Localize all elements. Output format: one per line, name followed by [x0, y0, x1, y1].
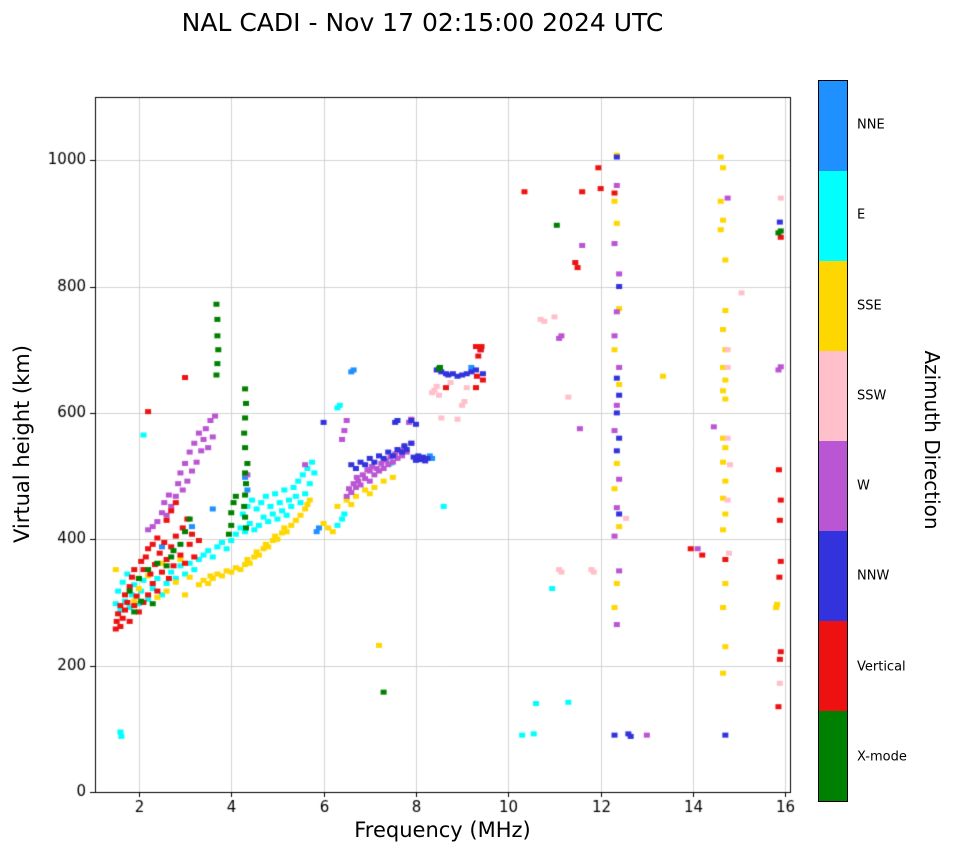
- colorbar-label-w: W: [857, 478, 870, 494]
- colorbar-segment-nne: [819, 81, 847, 171]
- colorbar-segment-e: [819, 171, 847, 261]
- x-axis-label: Frequency (MHz): [354, 818, 531, 842]
- colorbar-label-nne: NNE: [857, 117, 885, 133]
- colorbar: [818, 80, 848, 802]
- colorbar-segment-nnw: [819, 531, 847, 621]
- colorbar-label-nnw: NNW: [857, 568, 890, 584]
- colorbar-segment-sse: [819, 261, 847, 351]
- y-axis-label: Virtual height (km): [10, 345, 34, 543]
- chart-title: NAL CADI - Nov 17 02:15:00 2024 UTC: [181, 8, 664, 37]
- colorbar-label-ssw: SSW: [857, 388, 887, 404]
- colorbar-label-sse: SSE: [857, 298, 882, 314]
- colorbar-segment-vertical: [819, 621, 847, 711]
- colorbar-segment-w: [819, 441, 847, 531]
- colorbar-label-vertical: Vertical: [857, 659, 906, 675]
- colorbar-segment-x-mode: [819, 711, 847, 801]
- colorbar-title: Azimuth Direction: [920, 350, 944, 530]
- colorbar-label-x-mode: X-mode: [857, 749, 907, 765]
- colorbar-label-e: E: [857, 207, 866, 223]
- colorbar-segment-ssw: [819, 351, 847, 441]
